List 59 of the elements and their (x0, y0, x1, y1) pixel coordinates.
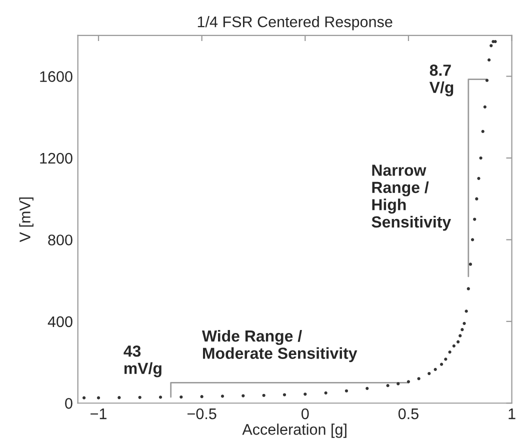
x-tick-label: 0.5 (398, 408, 418, 420)
point (158, 396, 162, 399)
point (96, 396, 100, 400)
point (470, 238, 474, 242)
point (464, 310, 468, 313)
annotation: Wide Range / Moderate Sensitivity (202, 330, 358, 362)
point (477, 176, 480, 180)
point (242, 394, 245, 398)
y-tick-label: 400 (48, 316, 72, 328)
y-tick-label: 800 (48, 234, 72, 246)
point (118, 396, 121, 400)
point (262, 394, 266, 397)
point (485, 78, 489, 82)
point (473, 218, 476, 221)
point (434, 368, 437, 371)
annotation: 8.7 V/g (429, 64, 454, 96)
point (456, 340, 460, 344)
point (138, 396, 142, 399)
point (406, 380, 410, 384)
point (481, 130, 484, 133)
y-axis-title: V [mV] (19, 197, 34, 242)
point (440, 362, 444, 366)
point (468, 262, 472, 266)
point (324, 391, 328, 394)
chart-title: 1/4 FSR Centered Response (198, 16, 392, 30)
point (458, 334, 462, 338)
point (344, 389, 348, 392)
annotation: Narrow Range / High Sensitivity (372, 164, 452, 231)
point (483, 105, 486, 108)
point (452, 344, 456, 348)
annotation: 43 mV/g (124, 345, 162, 378)
point (220, 394, 224, 398)
point (460, 328, 464, 332)
y-tick-label: 1600 (40, 71, 72, 82)
x-tick-label: −0.5 (188, 408, 216, 420)
point (386, 384, 390, 388)
point (304, 392, 307, 396)
y-tick-label: 0 (65, 398, 72, 409)
point (479, 156, 482, 160)
point (396, 382, 400, 386)
point (490, 44, 493, 48)
x-tick-label: 0 (302, 408, 309, 420)
point (282, 393, 286, 396)
x-axis-title: Acceleration [g] (242, 424, 346, 438)
point (488, 58, 491, 62)
point (428, 372, 431, 376)
y-tick-label: 1200 (40, 152, 72, 164)
point (475, 197, 478, 200)
x-tick-label: −1 (90, 408, 106, 420)
x-tick-label: 1 (508, 408, 516, 420)
point (466, 287, 470, 290)
point (366, 386, 369, 390)
point (444, 358, 448, 361)
point (180, 395, 183, 399)
point (200, 395, 204, 398)
point (448, 350, 452, 354)
point (417, 377, 420, 380)
point (462, 322, 466, 326)
point (82, 396, 86, 400)
